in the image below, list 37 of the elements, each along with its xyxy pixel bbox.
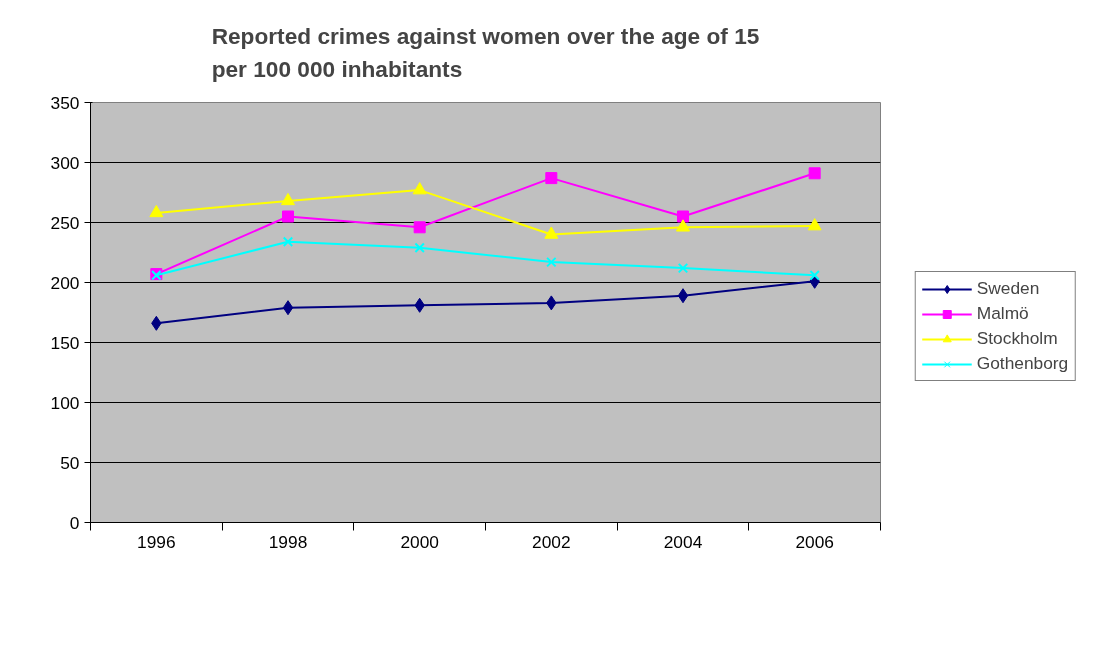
point [546, 256, 557, 268]
point [807, 218, 822, 231]
x-tick-label: 2000 [400, 531, 439, 552]
legend-label: Gothenborg [976, 353, 1069, 374]
x-tick-label: 1996 [137, 531, 176, 552]
point [281, 192, 295, 206]
y-tick-label: 100 [50, 392, 80, 413]
chart-title: Reported crimes against women over the age of 15 per 100 000 inhabitants [211, 22, 760, 83]
y-tick-label: 50 [60, 452, 80, 473]
y-tick-label: 200 [50, 272, 80, 293]
x-tick-label: 2004 [663, 531, 703, 552]
point [282, 210, 294, 223]
y-tick-label: 0 [69, 512, 80, 533]
y-tick-label: 250 [50, 212, 80, 233]
legend-label: Malmö [976, 303, 1029, 324]
point [677, 288, 689, 304]
point [544, 226, 559, 239]
y-tick-label: 150 [50, 332, 80, 353]
point [545, 172, 558, 185]
x-tick-label: 1998 [268, 531, 308, 552]
point [677, 210, 689, 223]
point [282, 300, 294, 316]
point [282, 236, 294, 247]
point [676, 219, 690, 232]
legend-label: Stockholm [976, 328, 1058, 349]
x-tick-label: 2002 [532, 531, 571, 552]
point [413, 221, 426, 234]
point [412, 182, 427, 195]
y-tick-label: 350 [50, 92, 80, 113]
point [414, 242, 425, 253]
legend-label: Sweden [976, 278, 1040, 299]
x-tick-label: 2006 [795, 531, 834, 552]
point [809, 270, 820, 281]
point [677, 262, 689, 274]
point [808, 167, 821, 180]
y-tick-label: 300 [50, 152, 80, 173]
point [149, 204, 164, 218]
